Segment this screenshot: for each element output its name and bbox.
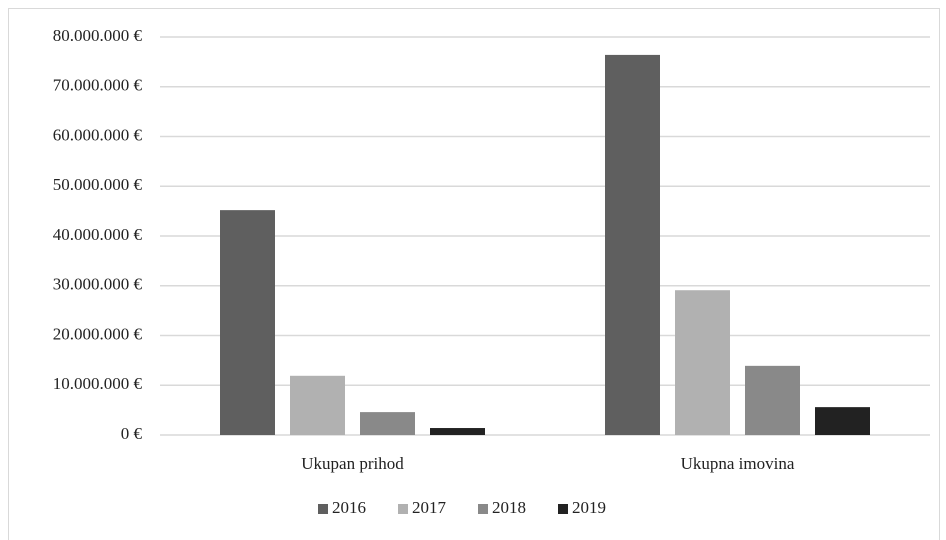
x-tick-label: Ukupna imovina — [681, 454, 795, 473]
bar — [815, 407, 870, 435]
legend-label: 2019 — [572, 498, 606, 517]
bar — [745, 365, 800, 435]
y-tick-label: 60.000.000 € — [53, 125, 143, 144]
y-tick-label: 10.000.000 € — [53, 374, 143, 393]
y-tick-label: 0 € — [121, 424, 143, 443]
bar — [430, 428, 485, 435]
y-tick-label: 50.000.000 € — [53, 175, 143, 194]
legend-swatch — [318, 504, 328, 514]
y-tick-label: 20.000.000 € — [53, 324, 143, 343]
chart-border — [8, 8, 940, 540]
bar — [290, 375, 345, 435]
legend-swatch — [398, 504, 408, 514]
bar — [605, 54, 660, 435]
legend-label: 2018 — [492, 498, 526, 517]
bar — [675, 290, 730, 435]
y-tick-label: 80.000.000 € — [53, 26, 143, 45]
y-tick-label: 40.000.000 € — [53, 225, 143, 244]
x-tick-label: Ukupan prihod — [301, 454, 404, 473]
bar — [360, 412, 415, 435]
legend-swatch — [478, 504, 488, 514]
y-tick-label: 70.000.000 € — [53, 76, 143, 95]
y-tick-label: 30.000.000 € — [53, 275, 143, 294]
bar — [220, 210, 275, 435]
legend-label: 2016 — [332, 498, 366, 517]
legend-swatch — [558, 504, 568, 514]
legend-label: 2017 — [412, 498, 447, 517]
